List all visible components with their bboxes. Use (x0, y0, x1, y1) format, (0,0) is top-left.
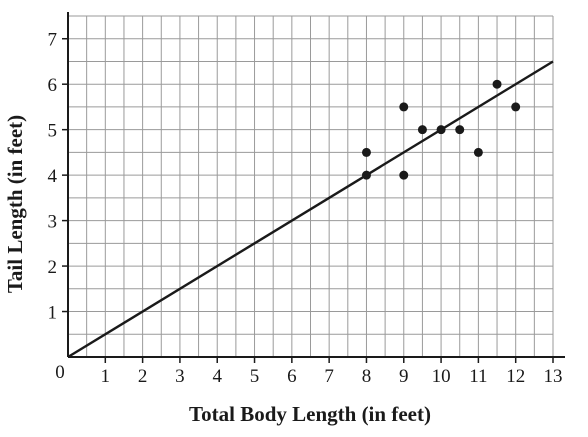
trend-line-group (67, 60, 554, 359)
plot-grid (68, 15, 554, 357)
x-tick-label: 2 (138, 366, 148, 387)
x-tick-label: 1 (101, 366, 111, 387)
y-tick-label: 5 (48, 121, 58, 142)
x-tick-label: 13 (544, 366, 563, 387)
data-points (361, 79, 521, 180)
y-tick-label: 4 (48, 166, 58, 187)
data-point (436, 125, 446, 135)
data-point (473, 147, 483, 157)
data-point (455, 125, 465, 135)
data-point (492, 79, 502, 89)
x-tick-label: 7 (324, 366, 334, 387)
y-tick-labels: 1 2 3 4 5 6 7 (48, 30, 58, 324)
x-tick-label: 9 (399, 366, 409, 387)
x-tick-labels: 1 2 3 4 5 6 7 8 9 10 11 12 13 (101, 366, 563, 387)
data-point (361, 147, 371, 157)
x-tick-label: 3 (175, 366, 185, 387)
x-tick-label: 10 (432, 366, 451, 387)
data-point (399, 170, 409, 180)
x-tick-label: 5 (250, 366, 260, 387)
plot-axes (62, 12, 565, 363)
y-axis-title: Tail Length (in feet) (3, 115, 27, 293)
data-point (361, 170, 371, 180)
y-tick-label: 1 (48, 303, 58, 324)
origin-label: 0 (55, 362, 65, 383)
data-point (417, 125, 427, 135)
y-tick-label: 2 (48, 257, 58, 278)
x-tick-label: 11 (469, 366, 487, 387)
x-tick-label: 8 (362, 366, 372, 387)
data-point (399, 102, 409, 112)
x-axis-title: Total Body Length (in feet) (189, 402, 431, 426)
x-tick-label: 12 (506, 366, 525, 387)
y-tick-label: 3 (48, 212, 58, 233)
y-tick-label: 7 (48, 30, 58, 51)
x-tick-label: 6 (287, 366, 297, 387)
y-tick-label: 6 (48, 75, 58, 96)
data-point (511, 102, 521, 112)
trend-line (67, 60, 554, 359)
x-tick-label: 4 (212, 366, 222, 387)
